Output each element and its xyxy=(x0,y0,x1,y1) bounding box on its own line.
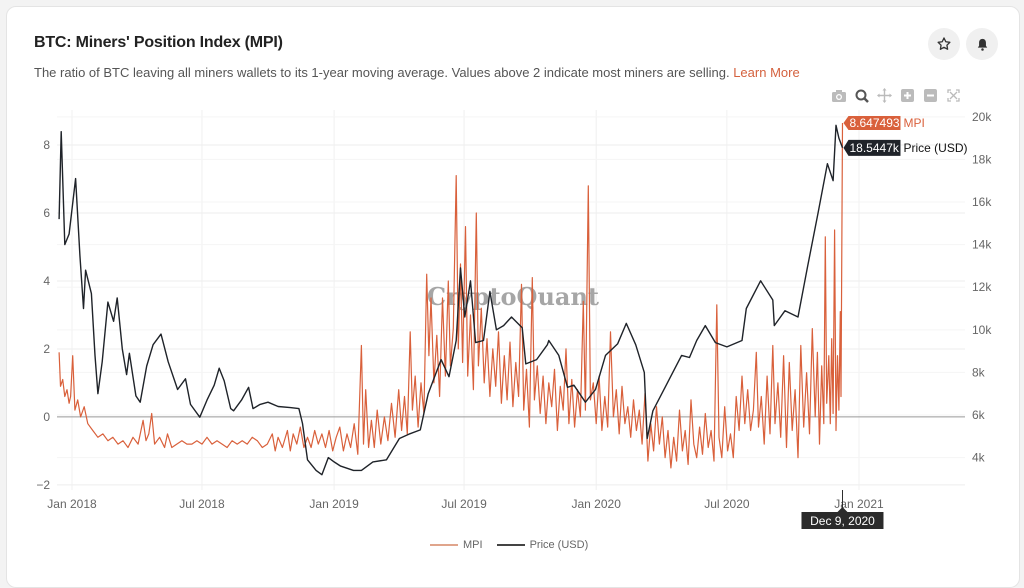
page-title: BTC: Miners' Position Index (MPI) xyxy=(34,34,283,51)
pan-icon[interactable] xyxy=(876,87,893,104)
gridlines xyxy=(57,110,965,490)
series-line-mpi xyxy=(58,122,844,469)
x-tick-label: Jan 2019 xyxy=(309,497,359,511)
y-left-tick-label: −2 xyxy=(36,478,50,492)
series-line-price xyxy=(58,124,844,476)
camera-icon[interactable] xyxy=(830,87,847,104)
y-right-tick-label: 20k xyxy=(972,110,992,124)
zoom-icon[interactable] xyxy=(853,87,870,104)
legend-item-price[interactable]: Price (USD) xyxy=(496,539,589,551)
legend-item-mpi[interactable]: MPI xyxy=(430,539,483,551)
series-layer xyxy=(58,122,844,476)
y-right-tick-label: 14k xyxy=(972,238,992,252)
x-tick-label: Jan 2020 xyxy=(571,497,621,511)
watermark: CryptoQuant xyxy=(427,282,599,311)
chart-card xyxy=(6,6,1020,588)
zoom-out-icon[interactable] xyxy=(922,87,939,104)
reset-axes-icon[interactable] xyxy=(945,87,962,104)
alert-button[interactable] xyxy=(966,28,998,60)
y-right-tick-label: 12k xyxy=(972,280,992,294)
y-left-tick-label: 8 xyxy=(43,138,50,152)
y-right-tick-label: 10k xyxy=(972,323,992,337)
star-icon xyxy=(937,37,951,50)
zoom-in-icon[interactable] xyxy=(899,87,916,104)
x-tick-label: Jul 2018 xyxy=(179,497,225,511)
chart-legend: MPI Price (USD) xyxy=(430,539,588,551)
hover-mpi-value: 8.647493 xyxy=(849,116,899,130)
y-right-tick-label: 18k xyxy=(972,152,992,166)
learn-more-link[interactable]: Learn More xyxy=(733,65,800,80)
y-right-tick-label: 8k xyxy=(972,365,986,379)
hover-date-label: Dec 9, 2020 xyxy=(810,514,875,528)
chart-description: The ratio of BTC leaving all miners wall… xyxy=(34,65,800,80)
x-tick-label: Jan 2021 xyxy=(834,497,884,511)
x-tick-label: Jul 2019 xyxy=(441,497,487,511)
y-left-tick-label: 0 xyxy=(43,410,50,424)
y-right-tick-label: 4k xyxy=(972,451,986,465)
y-right-tick-label: 16k xyxy=(972,195,992,209)
chart-modebar xyxy=(830,87,962,104)
x-tick-label: Jul 2020 xyxy=(704,497,750,511)
description-text: The ratio of BTC leaving all miners wall… xyxy=(34,65,730,80)
hover-date-box xyxy=(801,507,884,529)
legend-swatch-price xyxy=(496,544,525,546)
hover-layer: 8.647493 MPI 18.5447k Price (USD) Dec 9, 202… xyxy=(801,116,968,529)
y-right-tick-label: 6k xyxy=(972,408,986,422)
legend-swatch-mpi xyxy=(430,544,458,546)
axis-ticks: Jan 2018 Jul 2018 Jan 2019 Jul 2019 Jan 2020… xyxy=(36,110,992,511)
legend-label-price: Price (USD) xyxy=(529,539,589,551)
legend-label-mpi: MPI xyxy=(463,539,483,551)
y-left-tick-label: 2 xyxy=(43,342,50,356)
x-tick-label: Jan 2018 xyxy=(47,497,97,511)
hover-price-box xyxy=(843,139,901,156)
hover-mpi-box xyxy=(843,116,901,131)
chart-plot[interactable]: CryptoQuant Jan 2018 Jul 2018 Jan 2019 Jul … xyxy=(0,0,1024,565)
hover-price-value: 18.5447k xyxy=(849,141,899,155)
y-left-tick-label: 4 xyxy=(43,274,50,288)
y-left-tick-label: 6 xyxy=(43,206,50,220)
bell-icon xyxy=(977,38,987,51)
hover-price-label: Price (USD) xyxy=(903,141,967,155)
favorite-button[interactable] xyxy=(928,28,960,60)
hover-mpi-label: MPI xyxy=(903,116,924,130)
